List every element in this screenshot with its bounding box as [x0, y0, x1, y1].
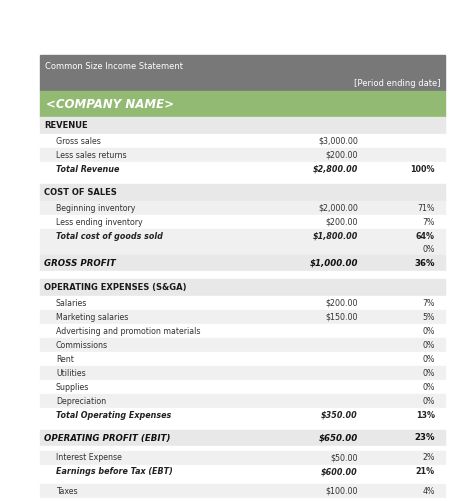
Text: 21%: 21% — [416, 467, 435, 476]
Text: $600.00: $600.00 — [321, 467, 358, 476]
Bar — [40, 465, 445, 479]
Text: 2%: 2% — [423, 453, 435, 462]
Bar — [40, 338, 445, 352]
Text: 7%: 7% — [423, 217, 435, 226]
Text: Beginning inventory: Beginning inventory — [56, 203, 136, 212]
Text: REVENUE: REVENUE — [44, 121, 88, 130]
Text: $2,800.00: $2,800.00 — [313, 164, 358, 173]
Text: Marketing salaries: Marketing salaries — [56, 313, 128, 322]
Bar — [40, 498, 445, 501]
Bar — [40, 484, 445, 498]
Bar — [40, 176, 445, 184]
Text: 0%: 0% — [423, 244, 435, 254]
Bar — [40, 271, 445, 279]
Text: $200.00: $200.00 — [326, 299, 358, 308]
Bar — [40, 408, 445, 422]
Text: Gross sales: Gross sales — [56, 136, 101, 145]
Text: $2,000.00: $2,000.00 — [318, 203, 358, 212]
Text: $650.00: $650.00 — [319, 433, 358, 442]
Bar — [40, 148, 445, 162]
Text: GROSS PROFIT: GROSS PROFIT — [44, 259, 116, 268]
Text: 4%: 4% — [423, 486, 435, 495]
Bar — [40, 366, 445, 380]
Bar — [40, 184, 445, 201]
Text: $50.00: $50.00 — [330, 453, 358, 462]
Bar — [40, 422, 445, 430]
Text: Utilities: Utilities — [56, 369, 86, 377]
Text: OPERATING PROFIT (EBIT): OPERATING PROFIT (EBIT) — [44, 433, 171, 442]
Text: 0%: 0% — [423, 369, 435, 377]
Text: Less ending inventory: Less ending inventory — [56, 217, 143, 226]
Bar — [40, 479, 445, 484]
Bar — [40, 324, 445, 338]
Text: Salaries: Salaries — [56, 299, 87, 308]
Text: Advertising and promotion materials: Advertising and promotion materials — [56, 327, 201, 336]
Text: Total cost of goods sold: Total cost of goods sold — [56, 231, 163, 240]
Bar — [40, 162, 445, 176]
Text: $200.00: $200.00 — [326, 217, 358, 226]
Text: $100.00: $100.00 — [326, 486, 358, 495]
Bar — [40, 134, 445, 148]
Bar — [40, 279, 445, 296]
Bar — [40, 380, 445, 394]
Bar — [40, 215, 445, 229]
Text: 13%: 13% — [416, 410, 435, 419]
Text: 0%: 0% — [423, 341, 435, 350]
Bar — [40, 394, 445, 408]
Text: 0%: 0% — [423, 396, 435, 405]
Text: 36%: 36% — [414, 259, 435, 268]
Text: Taxes: Taxes — [56, 486, 78, 495]
Text: OPERATING EXPENSES (S&GA): OPERATING EXPENSES (S&GA) — [44, 283, 186, 292]
Text: Depreciation: Depreciation — [56, 396, 106, 405]
Bar — [40, 55, 445, 91]
Text: 23%: 23% — [414, 433, 435, 442]
Text: COST OF SALES: COST OF SALES — [44, 188, 117, 197]
Bar — [40, 229, 445, 243]
Text: $350.00: $350.00 — [321, 410, 358, 419]
Bar — [40, 430, 445, 446]
Text: Total Operating Expenses: Total Operating Expenses — [56, 410, 171, 419]
Text: Less sales returns: Less sales returns — [56, 150, 127, 159]
Text: 71%: 71% — [418, 203, 435, 212]
Text: Interest Expense: Interest Expense — [56, 453, 122, 462]
Text: Total Revenue: Total Revenue — [56, 164, 119, 173]
Text: $1,000.00: $1,000.00 — [310, 259, 358, 268]
Text: Commissions: Commissions — [56, 341, 108, 350]
Text: Common Size Income Statement: Common Size Income Statement — [45, 62, 183, 71]
Text: Rent: Rent — [56, 355, 74, 364]
Text: 64%: 64% — [416, 231, 435, 240]
Text: Supplies: Supplies — [56, 382, 90, 391]
Text: [Period ending date]: [Period ending date] — [355, 79, 441, 88]
Text: $3,000.00: $3,000.00 — [318, 136, 358, 145]
Text: 0%: 0% — [423, 382, 435, 391]
Text: 0%: 0% — [423, 327, 435, 336]
Text: $150.00: $150.00 — [326, 313, 358, 322]
Bar — [40, 451, 445, 465]
Text: 7%: 7% — [423, 299, 435, 308]
Text: Earnings before Tax (EBT): Earnings before Tax (EBT) — [56, 467, 173, 476]
Text: <COMPANY NAME>: <COMPANY NAME> — [46, 98, 174, 111]
Text: 5%: 5% — [423, 313, 435, 322]
Text: 100%: 100% — [410, 164, 435, 173]
Text: 0%: 0% — [423, 355, 435, 364]
Bar — [40, 243, 445, 255]
Bar — [40, 255, 445, 271]
Bar — [40, 296, 445, 310]
Bar — [40, 310, 445, 324]
Text: $200.00: $200.00 — [326, 150, 358, 159]
Bar — [40, 201, 445, 215]
Text: $1,800.00: $1,800.00 — [313, 231, 358, 240]
Bar — [40, 352, 445, 366]
Bar — [40, 446, 445, 451]
Bar — [40, 91, 445, 117]
Bar — [40, 117, 445, 134]
